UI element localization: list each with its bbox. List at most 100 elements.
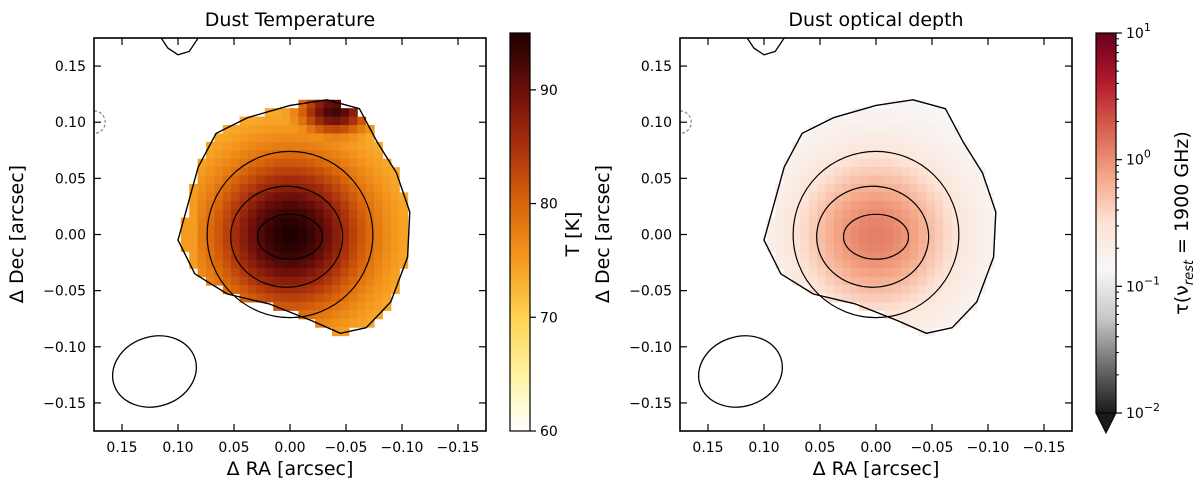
heatmap-cell [892,301,902,311]
heatmap-cell [876,183,885,193]
heatmap-cell [918,133,927,143]
heatmap-cell [348,251,358,261]
heatmap-cell [239,116,249,126]
heatmap-cell [281,209,291,219]
heatmap-cell [775,242,785,252]
heatmap-cell [867,125,877,135]
heatmap-cell [340,116,350,126]
heatmap-cell [943,318,953,328]
heatmap-cell [374,158,383,168]
heatmap-cell [943,310,953,320]
heatmap-cell [306,133,316,143]
heatmap-cell [239,285,249,295]
heatmap-cell [934,150,944,160]
heatmap-cell [968,276,978,286]
heatmap-cell [382,276,392,286]
heatmap-cell [248,251,257,261]
heatmap-cell [340,200,350,210]
heatmap-cell [365,234,375,244]
heatmap-cell [248,141,257,151]
heatmap-cell [323,242,333,252]
heatmap-cell [332,125,341,135]
heatmap-cell [231,175,241,185]
heatmap-cell [390,200,400,210]
heatmap-cell [808,150,818,160]
heatmap-cell [273,125,283,135]
heatmap-cell [273,301,283,311]
heatmap-cell [867,293,877,303]
panel-temperature: Dust Temperature 0.15 0.10 0.05 0.00 −0.05 −0… [6,9,584,480]
heatmap-cell [290,242,299,252]
heatmap-cell [951,141,961,151]
heatmap-cell [834,183,843,193]
heatmap-cell [834,242,843,252]
heatmap-cell [298,116,308,126]
heatmap-cell [374,150,383,160]
heatmap-cell [332,226,341,236]
heatmap-cell [348,301,358,311]
heatmap-cell [934,242,944,252]
heatmap-cell [834,175,843,185]
heatmap-cell [926,217,936,227]
heatmap-cell [306,108,316,118]
heatmap-cell [189,200,199,210]
heatmap-cell [985,192,995,202]
heatmap-cell [834,268,843,278]
heatmap-cell [206,276,215,286]
heatmap-cell [766,234,776,244]
heatmap-cell [909,251,919,261]
heatmap-cell [817,175,827,185]
heatmap-cell [214,234,224,244]
heatmap-cell [348,209,358,219]
heatmap-cell [399,217,409,227]
heatmap-cell [323,259,333,269]
heatmap-cell [323,301,333,311]
heatmap-cell [348,318,358,328]
heatmap-cell [909,150,919,160]
heatmap-cell [834,234,843,244]
heatmap-cell [340,226,350,236]
heatmap-cell [850,226,860,236]
heatmap-cell [943,158,953,168]
heatmap-cell [867,259,877,269]
contour-line [792,150,960,319]
heatmap-cell [918,234,927,244]
heatmap-cell [926,310,936,320]
heatmap-cell [365,200,375,210]
heatmap-cell [825,268,835,278]
heatmap-cell [340,192,350,202]
heatmap-cell [281,175,291,185]
heatmap-cell [306,259,316,269]
heatmap-cell [918,226,927,236]
heatmap-cell [876,200,885,210]
heatmap-cell [926,226,936,236]
heatmap-cell [951,285,961,295]
heatmap-cell [834,276,843,286]
heatmap-cell [926,234,936,244]
heatmap-cell [273,183,283,193]
heatmap-cell [323,108,333,118]
heatmap-cell [189,242,199,252]
heatmap-cell [850,293,860,303]
heatmap-cell [290,158,299,168]
heatmap-cell [357,167,367,177]
heatmap-cell [382,226,392,236]
heatmap-cell [298,242,308,252]
heatmap-cell [323,293,333,303]
heatmap-cell [222,133,232,143]
heatmap-cell [934,259,944,269]
heatmap-cell [374,209,383,219]
heatmap-cell [968,259,978,269]
heatmap-cell [842,167,852,177]
heatmap-cell [884,268,894,278]
heatmap-cell [382,192,392,202]
heatmap-cell [968,285,978,295]
heatmap-cell [850,268,860,278]
heatmap-cell [926,141,936,151]
heatmap-cell [222,158,232,168]
heatmap-cell [850,158,860,168]
heatmap-cell [876,175,885,185]
heatmap-cell [976,242,986,252]
heatmap-cell [834,251,843,261]
heatmap-cell [256,217,266,227]
